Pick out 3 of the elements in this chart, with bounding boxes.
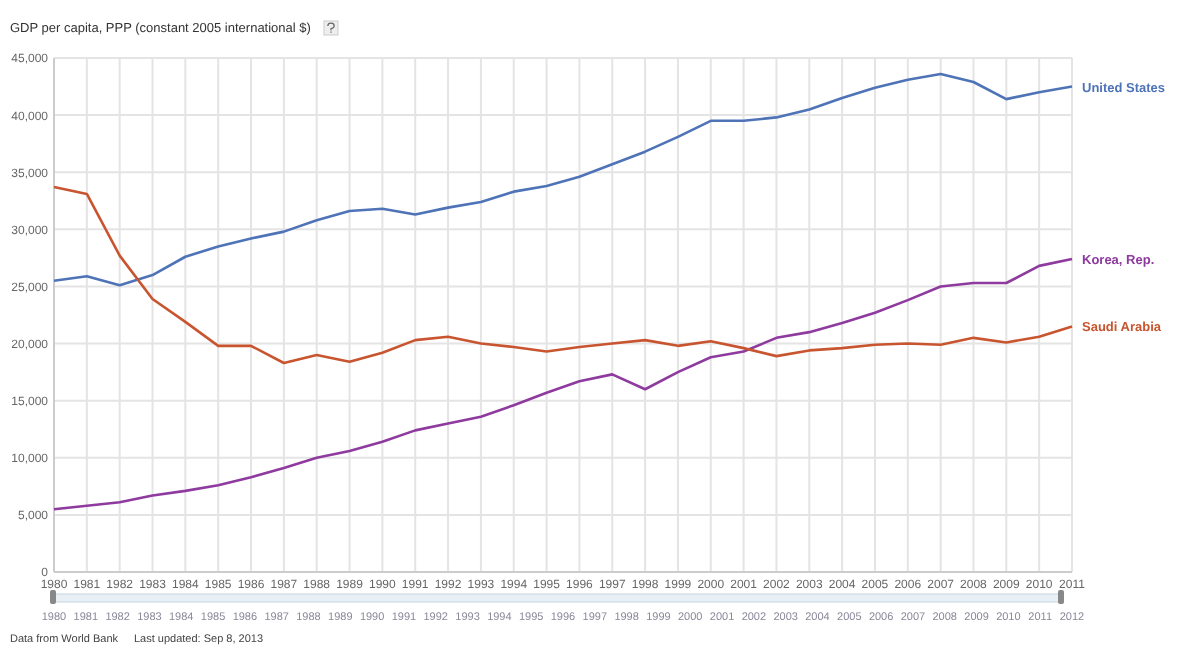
line-series xyxy=(52,72,1074,287)
line-series xyxy=(52,257,1074,511)
line-series xyxy=(52,185,1074,365)
